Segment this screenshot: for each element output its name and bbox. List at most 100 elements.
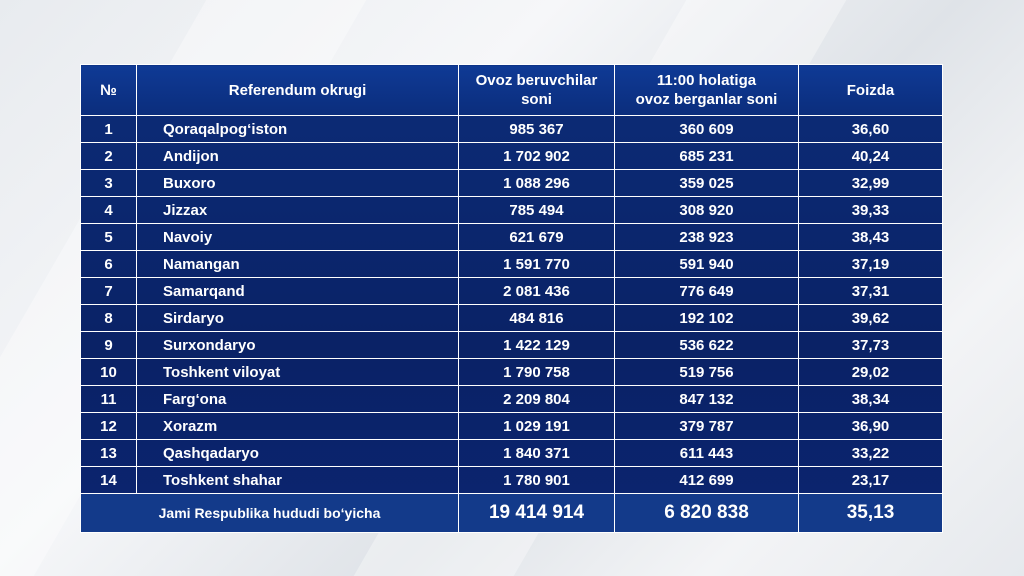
- cell-voted: 238 923: [614, 223, 799, 251]
- header-number: №: [80, 64, 137, 116]
- cell-percent: 36,90: [798, 412, 943, 440]
- cell-number: 4: [80, 196, 137, 224]
- cell-number: 3: [80, 169, 137, 197]
- table-row: 9 Surxondaryo 1 422 129 536 622 37,73: [80, 331, 943, 359]
- cell-region: Andijon: [136, 142, 459, 170]
- cell-number: 6: [80, 250, 137, 278]
- table-row: 6 Namangan 1 591 770 591 940 37,19: [80, 250, 943, 278]
- cell-voters: 1 591 770: [458, 250, 615, 278]
- cell-voted: 360 609: [614, 115, 799, 143]
- total-label: Jami Respublika hududi bo‘yicha: [80, 493, 459, 533]
- cell-voted: 359 025: [614, 169, 799, 197]
- cell-voted: 379 787: [614, 412, 799, 440]
- cell-voted: 536 622: [614, 331, 799, 359]
- cell-percent: 37,31: [798, 277, 943, 305]
- cell-voters: 1 702 902: [458, 142, 615, 170]
- cell-voters: 1 780 901: [458, 466, 615, 494]
- total-voted: 6 820 838: [614, 493, 799, 533]
- cell-voters: 1 029 191: [458, 412, 615, 440]
- cell-voted: 847 132: [614, 385, 799, 413]
- cell-region: Xorazm: [136, 412, 459, 440]
- cell-number: 8: [80, 304, 137, 332]
- cell-voted: 776 649: [614, 277, 799, 305]
- cell-voted: 412 699: [614, 466, 799, 494]
- cell-percent: 39,62: [798, 304, 943, 332]
- total-row: Jami Respublika hududi bo‘yicha 19 414 9…: [80, 493, 943, 533]
- cell-voted: 685 231: [614, 142, 799, 170]
- table-header-row: № Referendum okrugi Ovoz beruvchilar son…: [80, 64, 943, 116]
- table-body: 1 Qoraqalpog‘iston 985 367 360 609 36,60 2 And…: [80, 115, 943, 494]
- cell-percent: 37,73: [798, 331, 943, 359]
- header-voters: Ovoz beruvchilar soni: [458, 64, 615, 116]
- cell-voted: 308 920: [614, 196, 799, 224]
- cell-voted: 192 102: [614, 304, 799, 332]
- cell-voters: 2 081 436: [458, 277, 615, 305]
- cell-percent: 32,99: [798, 169, 943, 197]
- table-row: 11 Farg‘ona 2 209 804 847 132 38,34: [80, 385, 943, 413]
- cell-percent: 29,02: [798, 358, 943, 386]
- cell-region: Sirdaryo: [136, 304, 459, 332]
- cell-percent: 23,17: [798, 466, 943, 494]
- cell-region: Qashqadaryo: [136, 439, 459, 467]
- cell-percent: 38,34: [798, 385, 943, 413]
- table-row: 3 Buxoro 1 088 296 359 025 32,99: [80, 169, 943, 197]
- cell-number: 1: [80, 115, 137, 143]
- cell-voters: 1 840 371: [458, 439, 615, 467]
- cell-voters: 484 816: [458, 304, 615, 332]
- cell-voters: 621 679: [458, 223, 615, 251]
- cell-number: 14: [80, 466, 137, 494]
- table-row: 1 Qoraqalpog‘iston 985 367 360 609 36,60: [80, 115, 943, 143]
- total-percent: 35,13: [798, 493, 943, 533]
- table-row: 5 Navoiy 621 679 238 923 38,43: [80, 223, 943, 251]
- table-row: 10 Toshkent viloyat 1 790 758 519 756 29,02: [80, 358, 943, 386]
- header-voted-line2: ovoz berganlar soni: [635, 91, 778, 108]
- table-row: 4 Jizzax 785 494 308 920 39,33: [80, 196, 943, 224]
- table-row: 8 Sirdaryo 484 816 192 102 39,62: [80, 304, 943, 332]
- header-voted-line1: 11:00 holatiga: [656, 72, 757, 89]
- cell-percent: 39,33: [798, 196, 943, 224]
- cell-number: 2: [80, 142, 137, 170]
- cell-voters: 785 494: [458, 196, 615, 224]
- cell-region: Buxoro: [136, 169, 459, 197]
- cell-region: Navoiy: [136, 223, 459, 251]
- table-row: 13 Qashqadaryo 1 840 371 611 443 33,22: [80, 439, 943, 467]
- cell-voters: 2 209 804: [458, 385, 615, 413]
- referendum-results-table: № Referendum okrugi Ovoz beruvchilar son…: [80, 64, 943, 533]
- cell-number: 9: [80, 331, 137, 359]
- table-row: 7 Samarqand 2 081 436 776 649 37,31: [80, 277, 943, 305]
- cell-region: Surxondaryo: [136, 331, 459, 359]
- cell-voters: 1 088 296: [458, 169, 615, 197]
- cell-region: Toshkent viloyat: [136, 358, 459, 386]
- cell-region: Toshkent shahar: [136, 466, 459, 494]
- cell-number: 13: [80, 439, 137, 467]
- cell-region: Samarqand: [136, 277, 459, 305]
- cell-percent: 38,43: [798, 223, 943, 251]
- total-voters: 19 414 914: [458, 493, 615, 533]
- cell-number: 7: [80, 277, 137, 305]
- header-voters-line1: Ovoz beruvchilar: [475, 72, 598, 89]
- table-row: 2 Andijon 1 702 902 685 231 40,24: [80, 142, 943, 170]
- table-row: 14 Toshkent shahar 1 780 901 412 699 23,17: [80, 466, 943, 494]
- cell-percent: 40,24: [798, 142, 943, 170]
- header-percent: Foizda: [798, 64, 943, 116]
- cell-number: 12: [80, 412, 137, 440]
- cell-voted: 519 756: [614, 358, 799, 386]
- header-voted: 11:00 holatiga ovoz berganlar soni: [614, 64, 799, 116]
- cell-voters: 1 790 758: [458, 358, 615, 386]
- cell-region: Namangan: [136, 250, 459, 278]
- cell-number: 5: [80, 223, 137, 251]
- cell-region: Qoraqalpog‘iston: [136, 115, 459, 143]
- cell-voters: 985 367: [458, 115, 615, 143]
- cell-region: Farg‘ona: [136, 385, 459, 413]
- table-row: 12 Xorazm 1 029 191 379 787 36,90: [80, 412, 943, 440]
- header-region: Referendum okrugi: [136, 64, 459, 116]
- cell-percent: 36,60: [798, 115, 943, 143]
- cell-voted: 611 443: [614, 439, 799, 467]
- cell-percent: 33,22: [798, 439, 943, 467]
- cell-number: 10: [80, 358, 137, 386]
- header-voters-line2: soni: [521, 91, 552, 108]
- cell-voted: 591 940: [614, 250, 799, 278]
- cell-region: Jizzax: [136, 196, 459, 224]
- cell-number: 11: [80, 385, 137, 413]
- cell-voters: 1 422 129: [458, 331, 615, 359]
